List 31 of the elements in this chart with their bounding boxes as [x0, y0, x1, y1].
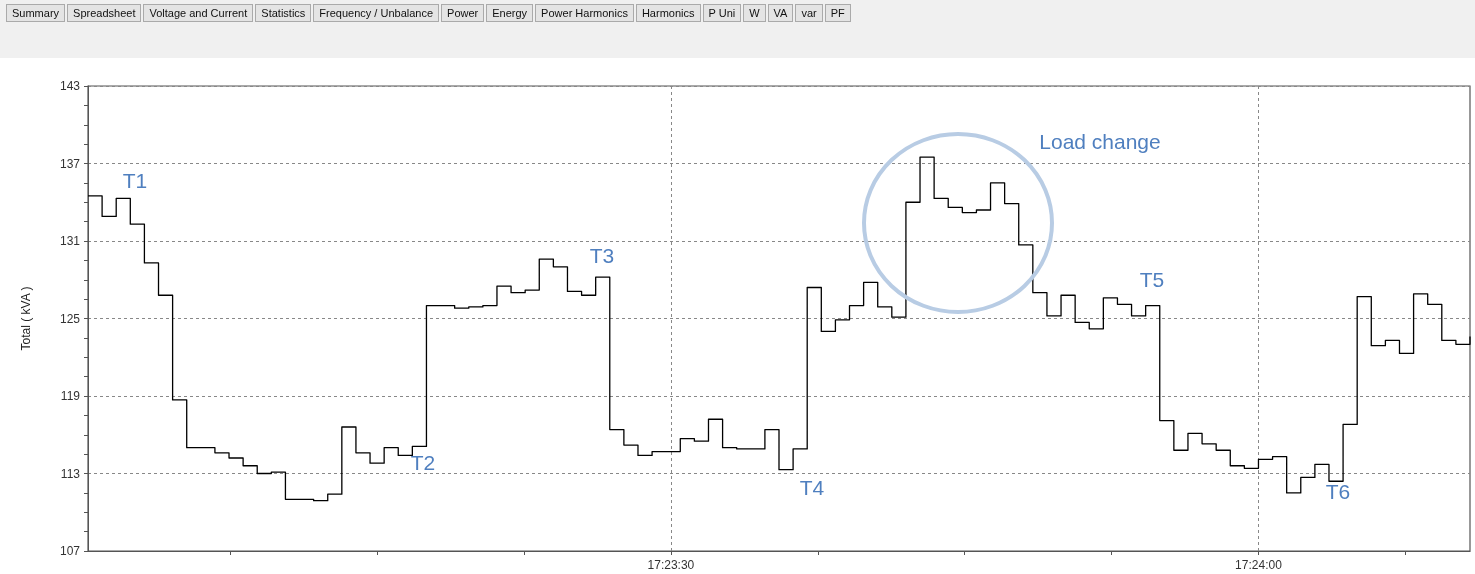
text: P Uni [702, 4, 742, 22]
x-tick-label: 17:24:00 [1235, 558, 1283, 572]
y-tick-label: 107 [59, 544, 81, 558]
annotation: T5 [1139, 267, 1165, 291]
text: PF [824, 4, 851, 22]
text: Summary [6, 4, 66, 22]
annotation: T1 [122, 168, 148, 192]
annotation: T3 [589, 243, 615, 267]
annotation: T2 [410, 450, 436, 474]
y-tick-label: 119 [60, 389, 81, 403]
annotation: T4 [799, 475, 825, 499]
y-tick-label: 137 [59, 156, 81, 171]
y-tick-label: 143 [59, 79, 81, 93]
text: W [743, 4, 766, 22]
text: Energy [486, 4, 534, 22]
text: Power Harmonics [535, 4, 634, 22]
text: Power [441, 4, 485, 22]
text: var [795, 4, 823, 22]
y-axis-title: Total ( kVA ) [19, 286, 33, 351]
text: Spreadsheet [67, 4, 142, 22]
annotation: T6 [1325, 479, 1351, 503]
y-tick-label: 113 [60, 466, 81, 481]
x-tick-label: 17:23:30 [647, 558, 695, 572]
y-tick-label: 131 [59, 234, 81, 248]
y-tick-label: 125 [59, 311, 81, 326]
text: Voltage and Current [143, 4, 254, 22]
annotation: Load change [1039, 129, 1161, 153]
text: Statistics [255, 4, 312, 22]
text: VA [767, 4, 794, 22]
text: Harmonics [635, 4, 701, 22]
text: Frequency / Unbalance [313, 4, 440, 22]
